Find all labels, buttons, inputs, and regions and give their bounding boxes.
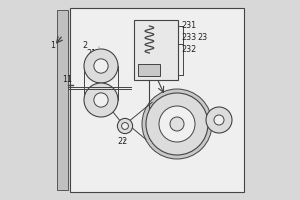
Text: 231: 231: [181, 21, 196, 29]
Text: 233: 233: [181, 32, 196, 42]
Circle shape: [214, 115, 224, 125]
Text: 11: 11: [62, 75, 72, 84]
Text: 31: 31: [184, 142, 194, 152]
Circle shape: [117, 118, 133, 134]
Text: 22: 22: [117, 138, 127, 146]
Text: 1: 1: [50, 42, 55, 50]
Circle shape: [94, 93, 108, 107]
Circle shape: [142, 89, 212, 159]
Bar: [134, 20, 178, 80]
Circle shape: [159, 106, 195, 142]
Bar: [57, 10, 68, 190]
Bar: [138, 64, 160, 76]
Text: 3: 3: [139, 45, 143, 53]
Text: 21: 21: [86, 47, 99, 58]
Circle shape: [146, 93, 208, 155]
Circle shape: [84, 49, 118, 83]
Circle shape: [84, 83, 118, 117]
Circle shape: [94, 59, 108, 73]
Circle shape: [122, 123, 128, 129]
Bar: [70, 8, 244, 192]
Text: 23: 23: [197, 32, 207, 42]
Text: 232: 232: [181, 45, 196, 53]
Text: 2: 2: [82, 42, 88, 50]
Circle shape: [206, 107, 232, 133]
Circle shape: [170, 117, 184, 131]
